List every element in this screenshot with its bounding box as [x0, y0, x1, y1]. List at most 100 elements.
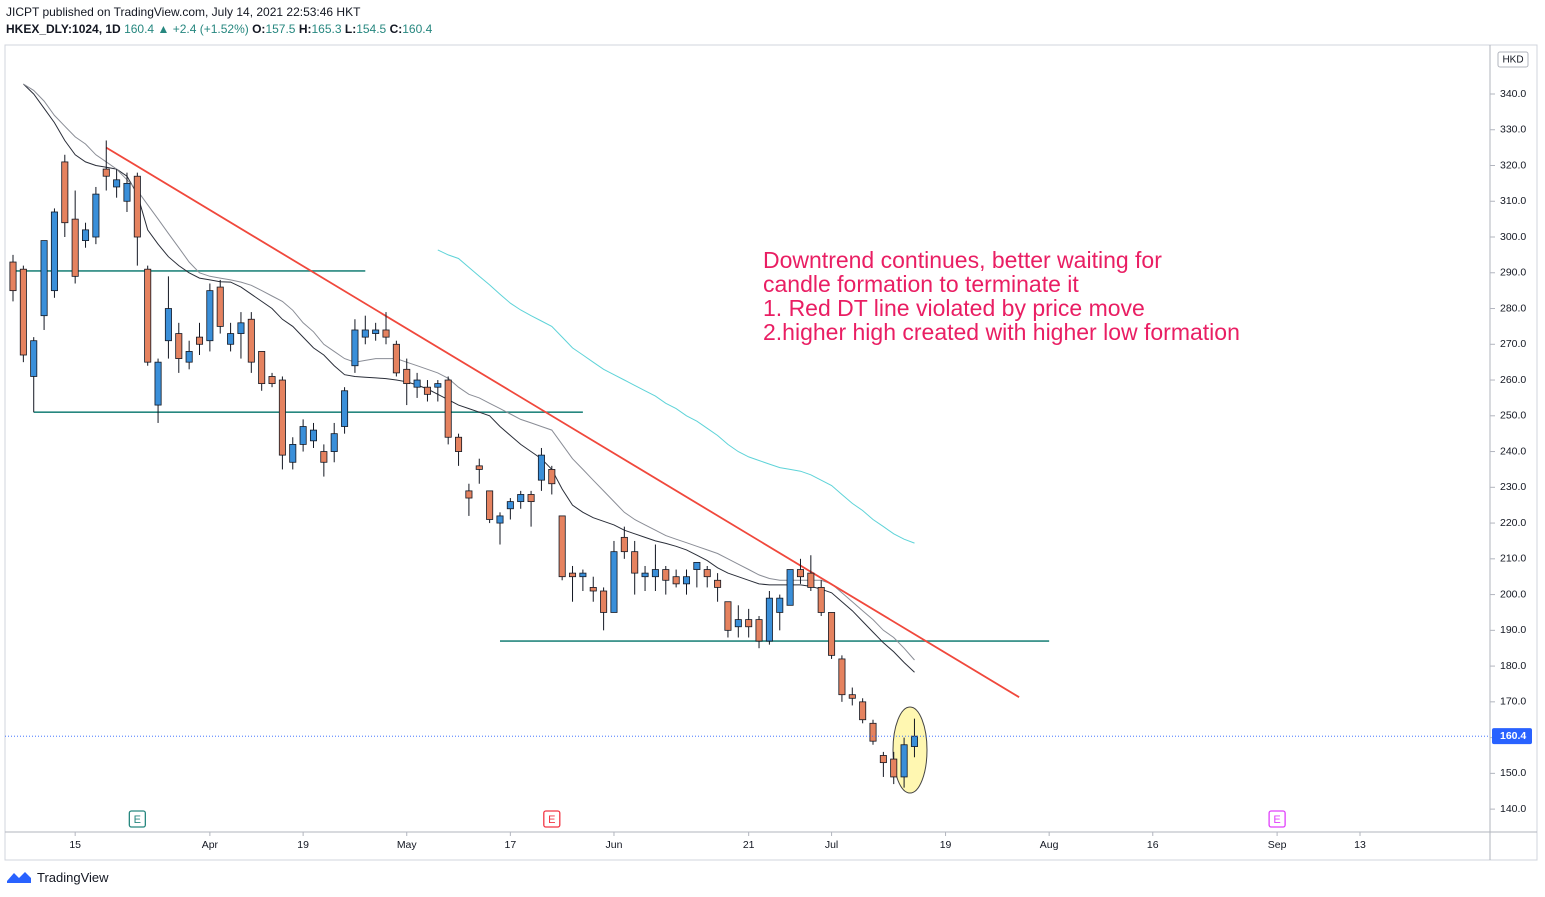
- candle-body: [807, 572, 815, 588]
- candle-body: [734, 619, 742, 628]
- candle-body: [641, 572, 649, 578]
- annotation-line: 1. Red DT line violated by price move: [763, 295, 1145, 321]
- annotation-line: 2.higher high created with higher low fo…: [763, 319, 1240, 345]
- candle-body: [859, 701, 867, 721]
- candle-body: [154, 361, 162, 406]
- moving-average: [23, 83, 915, 673]
- candle-body: [817, 587, 825, 613]
- candle-body: [527, 494, 535, 503]
- candle-body: [372, 329, 380, 334]
- candle-body: [848, 694, 856, 699]
- change-arrow: ▲: [157, 22, 170, 36]
- candle-body: [631, 551, 639, 574]
- candle-body: [175, 333, 183, 359]
- x-tick-label: Sep: [1268, 839, 1287, 851]
- candle-body: [30, 340, 38, 377]
- y-tick-label: 270.0: [1500, 338, 1526, 350]
- earnings-marker: [128, 810, 146, 828]
- last-price-box: [1492, 728, 1532, 745]
- candle-body: [672, 576, 680, 585]
- footer: TradingView: [6, 869, 109, 885]
- candle-body: [910, 735, 918, 747]
- brand: TradingView: [37, 869, 109, 885]
- candle-body: [651, 569, 659, 578]
- candle-body: [693, 561, 701, 570]
- candle-body: [506, 501, 514, 510]
- candle-body: [102, 168, 110, 177]
- candle-body: [745, 619, 753, 628]
- symbol-row: HKEX_DLY:1024, 1D 160.4 ▲ +2.4 (+1.52%) …: [6, 21, 432, 38]
- y-tick-label: 260.0: [1500, 374, 1526, 386]
- candle-body: [465, 490, 473, 499]
- x-tick-label: Jul: [825, 839, 838, 851]
- candle-body: [600, 590, 608, 613]
- y-tick-label: 200.0: [1500, 588, 1526, 600]
- x-tick-label: Apr: [202, 839, 219, 851]
- currency-box: [1497, 51, 1529, 68]
- y-tick-label: 340.0: [1500, 88, 1526, 100]
- candle-body: [50, 211, 58, 292]
- x-tick-label: 17: [505, 839, 517, 851]
- ohlc-label: O:: [252, 22, 266, 36]
- x-tick-label: 19: [297, 839, 309, 851]
- candle-body: [548, 469, 556, 485]
- x-tick-label: Aug: [1040, 839, 1059, 851]
- candle-body: [569, 572, 577, 578]
- y-tick-label: 330.0: [1500, 124, 1526, 136]
- x-tick-label: May: [397, 839, 418, 851]
- x-tick-label: 13: [1354, 839, 1366, 851]
- candle-body: [579, 572, 587, 578]
- candle-body: [92, 193, 100, 238]
- candle-body: [351, 329, 359, 367]
- y-tick-label: 320.0: [1500, 159, 1526, 171]
- candle-body: [82, 229, 90, 241]
- ohlc-value: 157.5: [265, 22, 296, 36]
- candle-body: [206, 290, 214, 342]
- candle-body: [455, 436, 463, 452]
- earnings-label: E: [134, 814, 141, 826]
- candle-body: [403, 368, 411, 385]
- candle-body: [890, 758, 898, 778]
- candle-body: [879, 755, 887, 764]
- y-tick-label: 290.0: [1500, 267, 1526, 279]
- candle-body: [776, 597, 784, 613]
- candle-body: [330, 433, 338, 452]
- x-tick-label: 16: [1147, 839, 1159, 851]
- publisher: JICPT published on TradingView.com, July…: [6, 5, 361, 19]
- candle-body: [268, 376, 276, 385]
- y-tick-label: 190.0: [1500, 624, 1526, 636]
- y-tick-label: 140.0: [1500, 803, 1526, 815]
- annotation-line: candle formation to terminate it: [763, 271, 1079, 297]
- candle-body: [278, 379, 286, 456]
- candle-body: [71, 218, 79, 277]
- candle-body: [289, 443, 297, 463]
- change: +2.4 (+1.52%): [172, 22, 249, 36]
- x-tick-label: 21: [743, 839, 755, 851]
- annotation-line: Downtrend continues, better waiting for: [763, 247, 1162, 273]
- candle-body: [61, 161, 69, 224]
- y-tick-label: 170.0: [1500, 696, 1526, 708]
- candle-body: [309, 429, 317, 442]
- candle-body: [444, 379, 452, 438]
- candle-body: [382, 329, 390, 338]
- candle-body: [714, 579, 722, 588]
- candle-body: [227, 333, 235, 345]
- candle-body: [517, 494, 525, 503]
- chart-frame: [4, 44, 1538, 861]
- candle-body: [662, 569, 670, 581]
- candle-body: [434, 383, 442, 388]
- candle-body: [216, 286, 224, 327]
- candle-body: [9, 261, 17, 292]
- candle-body: [765, 597, 773, 642]
- earnings-label: E: [1273, 814, 1280, 826]
- y-tick-label: 150.0: [1500, 767, 1526, 779]
- candle-body: [258, 351, 266, 385]
- candle-body: [341, 390, 349, 427]
- candle-body: [589, 587, 597, 592]
- candle-body: [133, 175, 141, 238]
- candle-body: [113, 179, 121, 188]
- currency: HKD: [1502, 55, 1523, 66]
- candle-body: [755, 619, 763, 642]
- candle-body: [475, 465, 483, 470]
